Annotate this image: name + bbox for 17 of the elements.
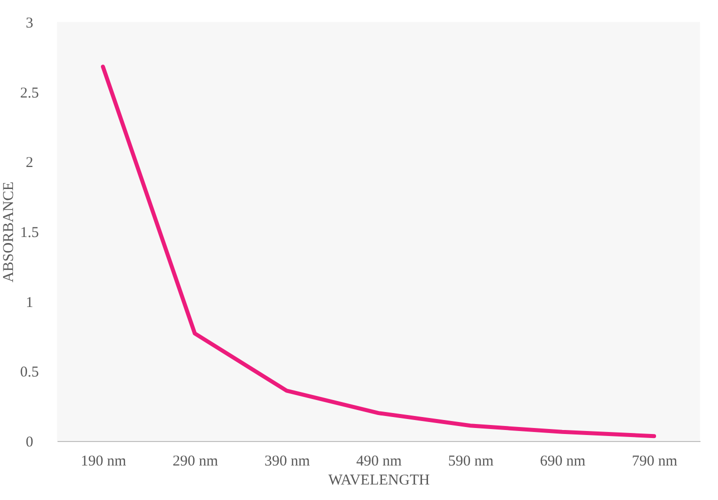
y-tick-label: 0.5 (20, 364, 39, 381)
x-tick-label: 590 nm (448, 454, 494, 470)
x-tick-label: 190 nm (80, 454, 126, 470)
x-tick-label: 390 nm (264, 454, 310, 470)
y-axis-title: ABSORBANCE (1, 182, 18, 282)
x-tick-label: 490 nm (356, 454, 402, 470)
y-tick-label: 3 (26, 16, 34, 32)
y-tick-label: 0 (26, 434, 34, 450)
y-tick-label: 1 (26, 294, 34, 311)
x-tick-label: 790 nm (632, 454, 678, 470)
y-tick-label: 1.5 (20, 225, 39, 241)
x-tick-label: 690 nm (540, 454, 586, 470)
x-axis-title: WAVELENGTH (328, 472, 430, 488)
y-tick-label: 2.5 (20, 85, 39, 102)
x-tick-label: 290 nm (172, 454, 218, 470)
line-series (100, 64, 656, 438)
y-tick-label: 2 (26, 155, 34, 172)
